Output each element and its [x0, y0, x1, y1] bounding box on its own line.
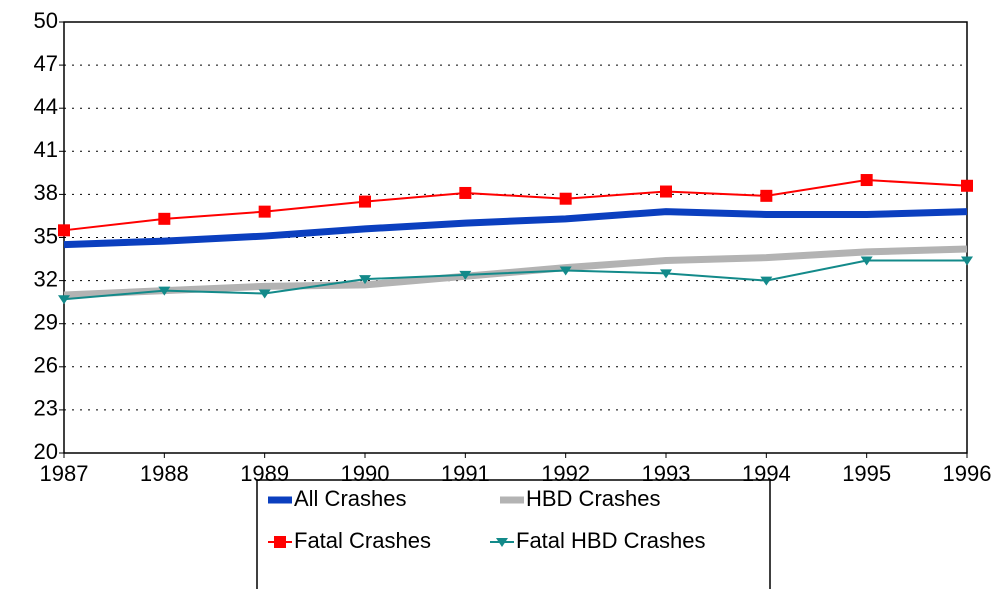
x-tick-label: 1987 — [40, 461, 89, 486]
y-tick-label: 35 — [34, 223, 58, 248]
point — [459, 186, 472, 199]
point — [258, 205, 271, 218]
legend-label: Fatal Crashes — [294, 528, 431, 553]
series-line — [63, 179, 968, 232]
legend-marker — [274, 536, 286, 548]
x-tick-label: 1994 — [742, 461, 791, 486]
point — [660, 269, 672, 279]
y-tick-label: 47 — [34, 51, 58, 76]
point — [158, 286, 171, 296]
y-tick-label: 26 — [34, 353, 58, 378]
legend-label: HBD Crashes — [526, 486, 660, 511]
point — [158, 212, 171, 225]
point — [660, 185, 672, 198]
series-line — [63, 259, 967, 301]
point — [760, 189, 773, 202]
x-tick-label: 1990 — [341, 461, 390, 486]
point — [961, 179, 973, 192]
point — [760, 276, 773, 286]
y-tick-label: 20 — [34, 439, 58, 464]
x-tick-label: 1989 — [240, 461, 289, 486]
y-tick-label: 41 — [34, 137, 58, 162]
legend-marker — [496, 538, 508, 547]
y-tick-label: 38 — [34, 180, 58, 205]
point — [860, 174, 873, 187]
y-tick-label: 50 — [34, 8, 58, 33]
point — [961, 256, 973, 266]
x-tick-label: 1996 — [943, 461, 992, 486]
y-tick-label: 32 — [34, 266, 58, 291]
legend-label: All Crashes — [294, 486, 406, 511]
point — [359, 275, 371, 285]
legend-label: Fatal HBD Crashes — [516, 528, 706, 553]
y-tick-label: 23 — [34, 396, 58, 421]
y-tick-label: 29 — [34, 310, 58, 335]
x-tick-label: 1993 — [642, 461, 691, 486]
point — [258, 289, 271, 299]
x-tick-label: 1992 — [541, 461, 590, 486]
point — [58, 224, 70, 237]
point — [559, 192, 572, 205]
x-tick-label: 1991 — [441, 461, 490, 486]
point — [58, 295, 70, 305]
plot-frame — [63, 21, 968, 454]
point — [459, 270, 472, 280]
point — [860, 256, 873, 266]
x-tick-label: 1988 — [140, 461, 189, 486]
y-tick-label: 44 — [34, 94, 58, 119]
point — [359, 195, 371, 208]
x-tick-label: 1995 — [842, 461, 891, 486]
legend-box — [256, 479, 771, 589]
series-line — [63, 208, 968, 249]
point — [559, 266, 572, 276]
